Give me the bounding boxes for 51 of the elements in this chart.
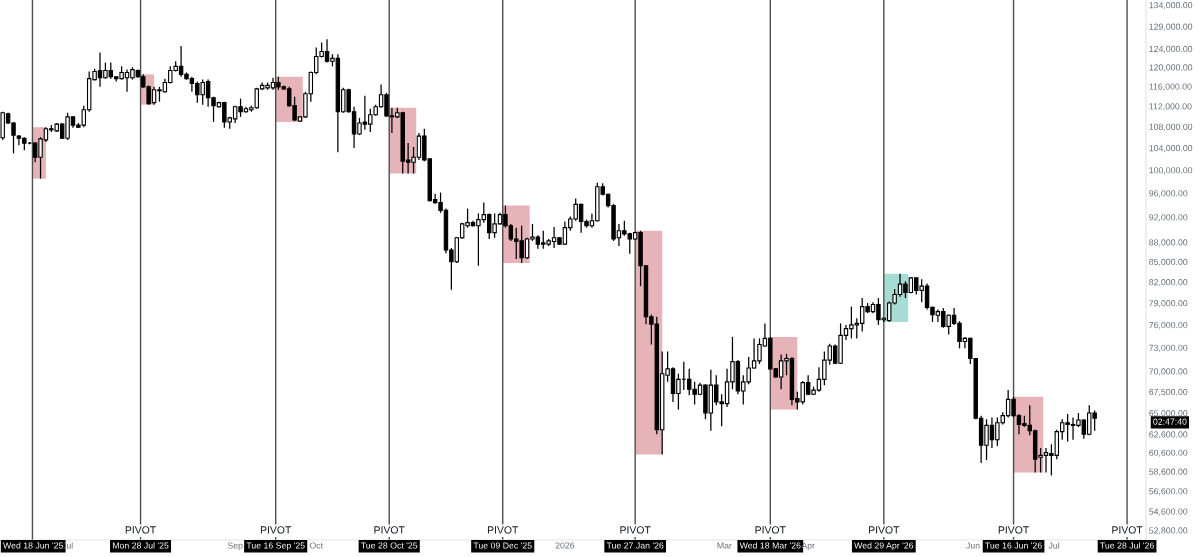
y-tick-label: 70,000.00 xyxy=(1149,368,1188,376)
x-tick-label: Mar xyxy=(717,542,732,549)
x-tick-label: Tue 28 Jul '26 xyxy=(1100,542,1154,549)
y-tick-label: 134,000.00 xyxy=(1149,2,1193,10)
x-tick-label: Jul xyxy=(1048,542,1060,549)
y-tick-label: 85,000.00 xyxy=(1149,258,1188,267)
y-tick-label: 112,000.00 xyxy=(1149,103,1192,111)
y-tick-label: 104,000.00 xyxy=(1149,145,1193,153)
x-tick-label: Tue 16 Jun '26 xyxy=(985,542,1042,549)
y-tick-label: 60,600.00 xyxy=(1149,449,1188,457)
y-tick-label: 65,000.00 xyxy=(1149,410,1188,418)
x-tick-label: 2026 xyxy=(555,542,575,549)
ref-line-label: PIVOT xyxy=(125,526,156,534)
ref-line-label: PIVOT xyxy=(620,526,651,534)
y-tick-label: 73,000.00 xyxy=(1149,344,1188,352)
y-tick-label: 96,000.00 xyxy=(1149,190,1188,198)
y-tick-label: 52,800.00 xyxy=(1149,527,1188,535)
ref-line-label: PIVOT xyxy=(998,526,1029,534)
y-tick-label: 62,600.00 xyxy=(1149,431,1188,439)
y-tick-label: 120,000.00 xyxy=(1149,64,1193,72)
y-tick-label: 92,000.00 xyxy=(1149,214,1188,222)
x-tick-label: Sep xyxy=(227,542,243,551)
x-tick-label: Wed 29 Apr '26 xyxy=(854,542,914,551)
y-tick-label: 108,000.00 xyxy=(1149,123,1193,131)
y-tick-label: 54,600.00 xyxy=(1149,508,1188,516)
ref-line-label: PIVOT xyxy=(374,526,405,534)
x-tick-label: Mon 28 Jul '25 xyxy=(112,542,169,549)
y-tick-label: 82,000.00 xyxy=(1149,279,1188,287)
x-tick-label: Tue 27 Jan '26 xyxy=(606,542,664,549)
ref-line-label: PIVOT xyxy=(487,526,519,534)
y-tick-label: 116,000.00 xyxy=(1149,83,1192,91)
y-tick-label: 100,000.00 xyxy=(1149,167,1193,175)
x-tick-label: Tue 28 Oct '25 xyxy=(361,542,418,549)
ref-line-label: PIVOT xyxy=(755,526,786,534)
ref-line-label: PIVOT xyxy=(869,526,900,534)
y-tick-label: 76,000.00 xyxy=(1149,321,1188,330)
ref-line-label: PIVOT xyxy=(1112,526,1143,534)
y-tick-label: 129,000.00 xyxy=(1149,23,1193,31)
x-tick-label: Oct xyxy=(309,542,323,549)
text: 02:47:40 xyxy=(1153,418,1187,425)
ref-line-label: PIVOT xyxy=(260,526,292,534)
y-tick-label: 79,000.00 xyxy=(1149,300,1188,308)
y-tick-label: 88,000.00 xyxy=(1149,239,1188,247)
y-tick-label: 56,600.00 xyxy=(1149,488,1188,496)
x-tick-label: Tue 16 Sep '25 xyxy=(246,542,305,551)
y-tick-label: 67,500.00 xyxy=(1149,388,1188,397)
x-tick-label: Wed 18 Mar '26 xyxy=(739,542,801,549)
y-tick-label: 124,000.00 xyxy=(1149,45,1193,54)
y-tick-label: 58,600.00 xyxy=(1149,468,1188,476)
x-tick-label: Jun xyxy=(966,542,980,549)
x-tick-label: Tue 09 Dec '25 xyxy=(473,542,532,549)
